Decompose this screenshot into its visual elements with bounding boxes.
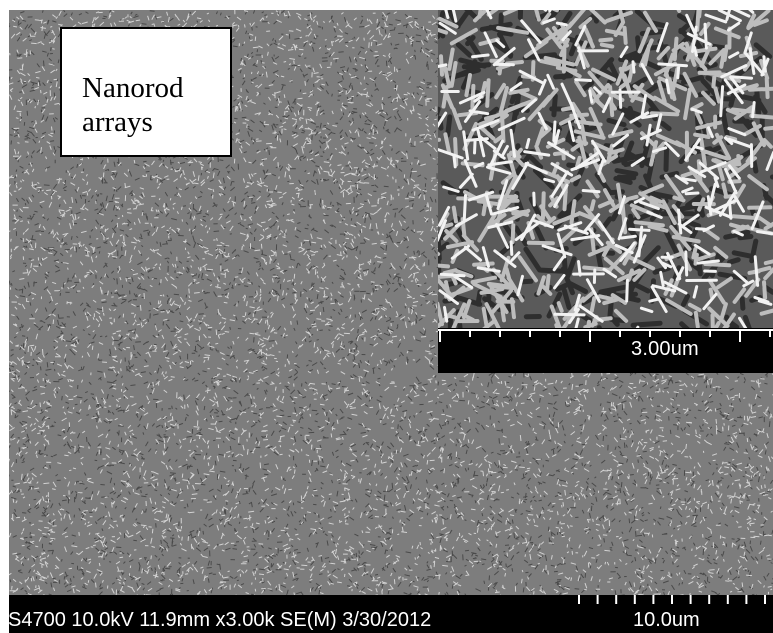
sem-acquisition-info: S4700 10.0kV 11.9mm x3.00k SE(M) 3/30/20… [9,609,432,631]
inset-magnified-image: 3.00um [438,10,773,373]
annotation-label-box: Nanorod arrays [60,27,232,157]
sem-info-bar: S4700 10.0kV 11.9mm x3.00k SE(M) 3/30/20… [9,595,773,633]
inset-sem-image [438,10,773,328]
nanorod-closeup-texture [438,10,773,328]
annotation-label-line-1: Nanorod [82,72,184,104]
inset-scale-label: 3.00um [631,338,699,360]
inset-scale-bar [438,328,773,373]
footer-scale-label: 10.0um [633,609,700,631]
annotation-label-line-2: arrays [82,106,153,138]
sem-micrograph: Nanorod arrays 3.00um S4700 10.0kV 11.9m… [9,10,773,633]
footer-scale-bar [578,595,766,604]
